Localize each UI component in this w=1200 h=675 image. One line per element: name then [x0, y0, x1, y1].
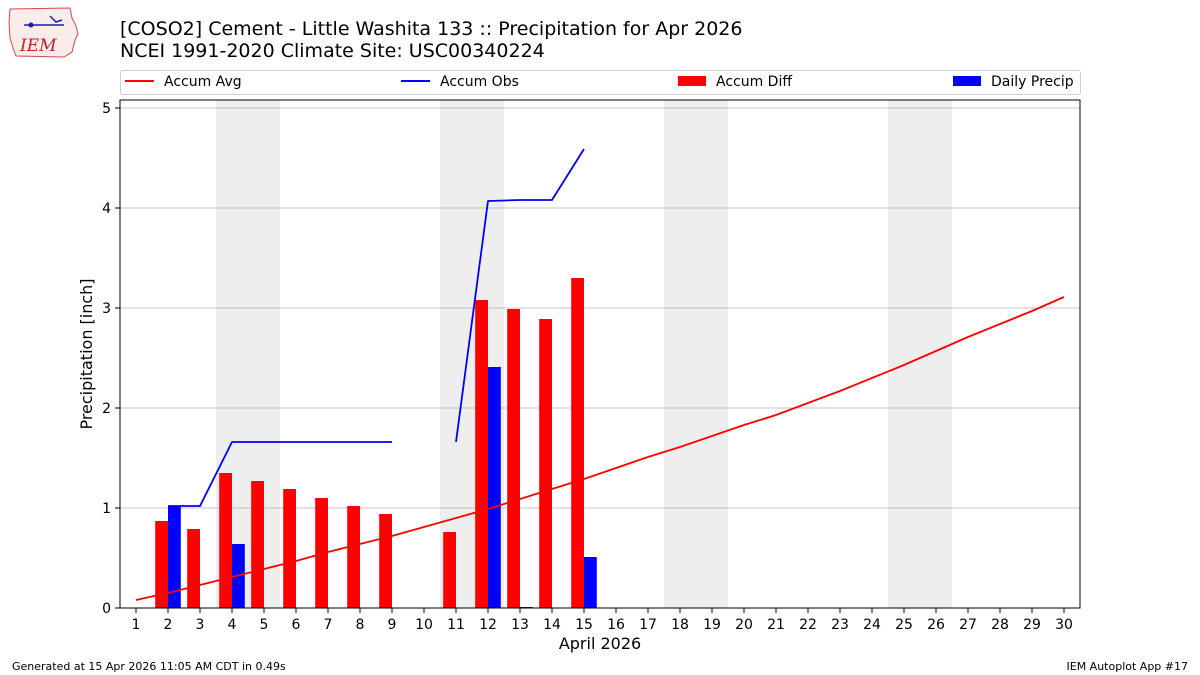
accum-obs-line-segment-0: [168, 441, 392, 507]
x-tick-label-4: 4: [228, 617, 237, 633]
y-tick-label-5: 5: [102, 101, 111, 117]
x-tick-label-3: 3: [196, 617, 205, 633]
y-tick-label-1: 1: [102, 501, 111, 517]
x-tick-label-20: 20: [735, 617, 753, 633]
y-tick-label-0: 0: [102, 601, 111, 617]
accum-diff-bar-day-12: [475, 300, 488, 608]
x-tick-label-11: 11: [447, 617, 465, 633]
x-tick-label-5: 5: [260, 617, 269, 633]
accum-diff-bar-day-4: [219, 473, 232, 608]
accum-diff-bar-day-15: [571, 278, 584, 608]
accum-diff-bar-day-13: [507, 309, 520, 608]
x-tick-label-17: 17: [639, 617, 657, 633]
daily-precip-bar-day-12: [488, 367, 501, 608]
accum-diff-bar-day-14: [539, 319, 552, 608]
y-axis-label: Precipitation [inch]: [77, 278, 96, 429]
plot-frame: [119, 99, 1081, 609]
x-tick-label-7: 7: [324, 617, 333, 633]
x-tick-label-19: 19: [703, 617, 721, 633]
y-tick-label-2: 2: [102, 401, 111, 417]
x-tick-label-12: 12: [479, 617, 497, 633]
x-tick-label-30: 30: [1055, 617, 1073, 633]
x-tick-label-9: 9: [388, 617, 397, 633]
bar-series: [155, 278, 597, 608]
x-tick-label-16: 16: [607, 617, 625, 633]
accum-diff-bar-day-6: [283, 489, 296, 608]
x-tick-label-21: 21: [767, 617, 785, 633]
daily-precip-bar-day-15: [584, 557, 597, 608]
legend-frame: [120, 70, 1081, 95]
gridlines: [120, 107, 1080, 509]
accum-diff-bar-day-8: [347, 506, 360, 608]
shade-band-3: [888, 100, 952, 608]
x-tick-label-28: 28: [991, 617, 1009, 633]
x-tick-label-26: 26: [927, 617, 945, 633]
y-tick-label-4: 4: [102, 201, 111, 217]
y-axis-ticks: 0 1 2 3 4 5: [102, 101, 120, 617]
chart-legend: Accum Avg Accum Obs Accum Diff Daily Pre…: [120, 70, 1081, 95]
accum-diff-bar-day-2: [155, 521, 168, 608]
legend-swatch-accum-diff: [678, 76, 706, 86]
legend-label-accum-avg: Accum Avg: [164, 74, 242, 90]
legend-label-accum-diff: Accum Diff: [716, 74, 792, 90]
chart-title: [COSO2] Cement - Little Washita 133 :: P…: [120, 18, 742, 40]
legend-swatch-daily-precip: [953, 76, 981, 86]
shade-band-2: [664, 100, 728, 608]
accum-diff-bar-day-3: [187, 529, 200, 608]
accum-obs-line-segment-1: [455, 148, 585, 443]
accum-diff-bar-day-9: [379, 514, 392, 608]
x-tick-label-25: 25: [895, 617, 913, 633]
legend-label-accum-obs: Accum Obs: [440, 74, 519, 90]
x-tick-label-13: 13: [511, 617, 529, 633]
x-tick-label-23: 23: [831, 617, 849, 633]
line-series: [135, 148, 1065, 601]
accum-avg-line: [135, 296, 1065, 601]
x-tick-label-27: 27: [959, 617, 977, 633]
x-tick-label-29: 29: [1023, 617, 1041, 633]
x-axis-ticks: 1 2 3 4 5 6 7 8 9 10 11 12 13 14 15 16 17 18 19 20 21 22 23 24 2…: [132, 608, 1073, 633]
footer-generated: Generated at 15 Apr 2026 11:05 AM CDT in…: [12, 660, 286, 673]
legend-label-daily-precip: Daily Precip: [991, 74, 1074, 90]
logo-weather-dot: [28, 22, 34, 28]
x-tick-label-1: 1: [132, 617, 141, 633]
x-tick-label-24: 24: [863, 617, 881, 633]
daily-precip-bar-day-2: [168, 506, 181, 608]
accum-diff-bar-day-11: [443, 532, 456, 608]
x-tick-label-14: 14: [543, 617, 561, 633]
x-tick-label-6: 6: [292, 617, 301, 633]
x-tick-label-10: 10: [415, 617, 433, 633]
accum-diff-bar-day-5: [251, 481, 264, 608]
iem-logo: IEM: [8, 7, 79, 58]
x-tick-label-8: 8: [356, 617, 365, 633]
logo-text: IEM: [19, 36, 57, 56]
x-tick-label-18: 18: [671, 617, 689, 633]
logo-wind-vane: [49, 15, 63, 23]
y-tick-label-3: 3: [102, 301, 111, 317]
chart-subtitle: NCEI 1991-2020 Climate Site: USC00340224: [120, 40, 545, 62]
footer-app: IEM Autoplot App #17: [1067, 660, 1189, 673]
x-axis-label: April 2026: [559, 634, 641, 653]
x-tick-label-15: 15: [575, 617, 593, 633]
x-tick-label-22: 22: [799, 617, 817, 633]
x-tick-label-2: 2: [164, 617, 173, 633]
